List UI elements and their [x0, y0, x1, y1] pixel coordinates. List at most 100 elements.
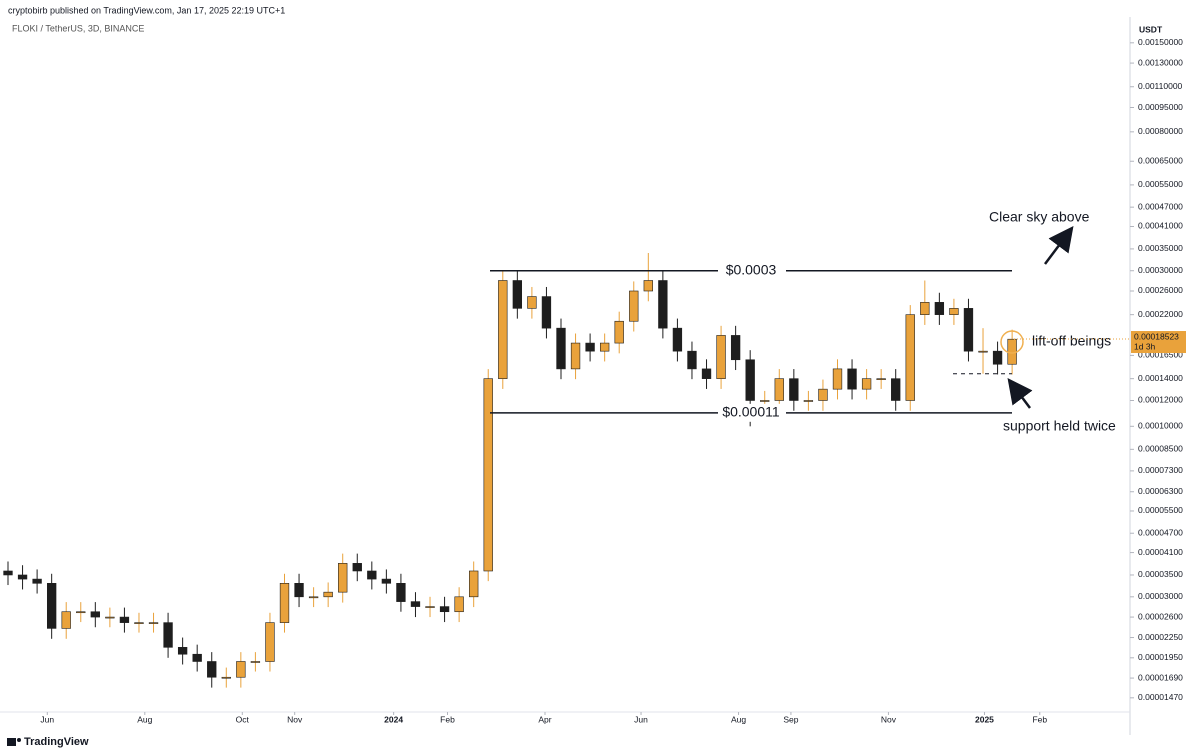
- candle-body: [90, 611, 100, 618]
- y-tick-label: 0.00041000: [1138, 221, 1183, 231]
- arrow-support: [1007, 378, 1033, 409]
- arrow-up: [1044, 226, 1074, 265]
- price-countdown: 1d 3h: [1134, 341, 1156, 351]
- candle-body: [1007, 338, 1017, 365]
- candle-body: [148, 622, 159, 624]
- highlight-circle: [1000, 330, 1024, 354]
- candle-body: [629, 290, 639, 322]
- candle-body: [978, 350, 988, 353]
- candle-body: [279, 583, 290, 623]
- x-tick-label: Nov: [881, 714, 897, 724]
- candle-body: [701, 368, 712, 379]
- candle-body: [352, 563, 362, 572]
- candle-body: [236, 661, 246, 678]
- x-tick-label: 2024: [384, 714, 403, 724]
- level-label-bg: [718, 261, 786, 280]
- candle-body: [789, 378, 799, 401]
- x-tick-label: Jun: [634, 714, 648, 724]
- candle-body: [920, 302, 930, 315]
- candle-body: [177, 647, 188, 655]
- x-tick-label: Apr: [538, 714, 551, 724]
- candle-body: [847, 368, 857, 390]
- x-tick-label: Jun: [40, 714, 54, 724]
- y-tick-label: 0.00004700: [1138, 527, 1183, 537]
- y-tick-label: 0.00030000: [1138, 265, 1183, 275]
- y-tick-label: 0.00026000: [1138, 285, 1183, 295]
- x-tick-label: Oct: [236, 714, 250, 724]
- symbol: FLOKI / TetherUS, 3D, BINANCE: [12, 23, 144, 33]
- x-tick-label: Feb: [1032, 714, 1047, 724]
- candle-body: [803, 400, 814, 402]
- y-tick-label: 0.00006300: [1138, 486, 1183, 496]
- candle-body: [46, 583, 57, 629]
- candle-body: [949, 308, 959, 315]
- y-tick-label: 0.00110000: [1138, 81, 1183, 91]
- candle-body: [774, 378, 784, 401]
- candle-body: [716, 335, 726, 379]
- y-tick-label: 0.00095000: [1138, 102, 1183, 112]
- tradingview-logo: [7, 738, 21, 746]
- candle-body: [556, 327, 566, 370]
- y-tick-label: 0.00014000: [1138, 373, 1183, 383]
- x-tick-label: Aug: [137, 714, 152, 724]
- candle-body: [658, 280, 668, 329]
- candle-body: [469, 570, 479, 598]
- candle-body: [498, 280, 508, 379]
- candle-body: [730, 335, 741, 361]
- candle-body: [570, 342, 581, 370]
- y-tick-label: 0.00002250: [1138, 632, 1183, 642]
- y-tick-label: 0.00065000: [1138, 155, 1183, 165]
- candle-body: [294, 583, 304, 598]
- candle-body: [61, 611, 71, 629]
- candle-body: [163, 622, 173, 648]
- level-label-bg: [718, 403, 786, 422]
- y-tick-label: 0.00001950: [1138, 652, 1183, 662]
- candle-body: [119, 616, 130, 623]
- candle-body: [614, 320, 624, 344]
- candle-body: [585, 342, 595, 352]
- candle-body: [338, 563, 348, 593]
- x-tick-label: 2025: [975, 714, 994, 724]
- candle-body: [454, 596, 464, 613]
- candle-body: [396, 583, 406, 602]
- y-tick-label: 0.00003500: [1138, 569, 1183, 579]
- candle-body: [483, 378, 493, 572]
- y-tick-label: 0.00080000: [1138, 126, 1183, 136]
- candle-body: [439, 606, 450, 613]
- y-tick-label: 0.00130000: [1138, 57, 1183, 67]
- candle-body: [687, 350, 697, 370]
- candle-body: [760, 400, 770, 402]
- y-tick-label: 0.00047000: [1138, 201, 1183, 211]
- level-label: $0.00011: [722, 404, 780, 420]
- candle-body: [17, 574, 28, 580]
- candle-body: [861, 378, 872, 390]
- candle-body: [76, 611, 86, 614]
- level-label: $0.0003: [726, 261, 777, 277]
- price-tag-label: 0.00018523: [1134, 331, 1179, 341]
- candle-body: [105, 616, 115, 619]
- candle-body: [527, 296, 537, 309]
- candle-body: [541, 296, 552, 329]
- publisher: cryptobirb published on TradingView.com,…: [8, 5, 285, 15]
- candle-body: [250, 661, 261, 663]
- candle-body: [992, 350, 1003, 365]
- annotation: support held twice: [1003, 418, 1116, 434]
- candle-body: [308, 596, 319, 599]
- candle-body: [367, 570, 377, 580]
- price-tag: [1131, 331, 1186, 354]
- candle-body: [643, 280, 653, 292]
- y-tick-label: 0.00002600: [1138, 611, 1183, 621]
- candle-body: [32, 578, 42, 584]
- axis-unit: USDT: [1139, 24, 1163, 34]
- candle-body: [672, 327, 683, 352]
- x-tick-label: Sep: [783, 714, 798, 724]
- x-tick-label: Feb: [440, 714, 455, 724]
- y-tick-label: 0.00022000: [1138, 309, 1183, 319]
- candle-body: [221, 676, 231, 679]
- candle-body: [745, 359, 755, 401]
- candle-body: [3, 570, 13, 576]
- candle-body: [323, 591, 333, 598]
- y-tick-label: 0.00035000: [1138, 243, 1183, 253]
